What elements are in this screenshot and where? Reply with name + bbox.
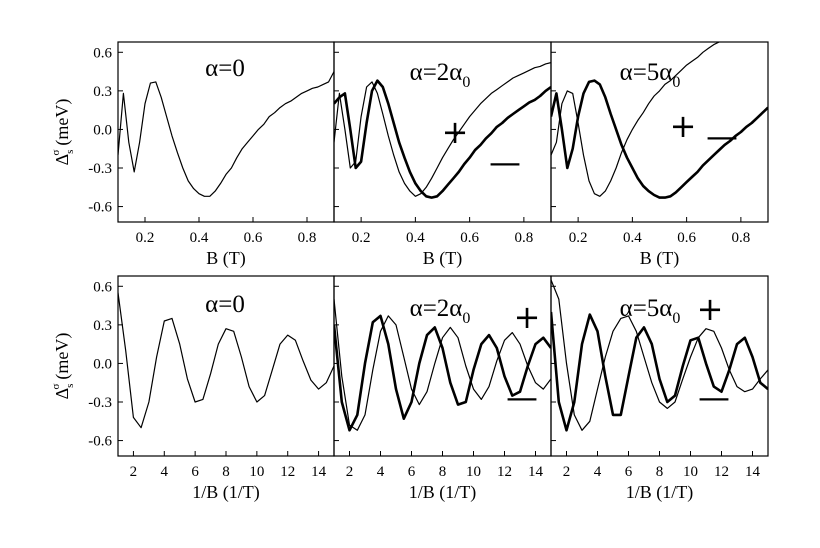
x-tick-label: 8: [439, 464, 447, 480]
panel-label: α=2α0: [410, 59, 471, 91]
x-tick-label: 12: [714, 464, 729, 480]
text-part: σ: [50, 384, 62, 390]
text-part: α=5α: [620, 59, 673, 86]
text-part: 0: [672, 310, 680, 327]
y-axis-label: Δsσ (meV): [50, 333, 76, 400]
text-part: α=2α: [410, 295, 463, 322]
x-tick-label: 4: [377, 464, 385, 480]
text-part: σ: [50, 150, 62, 156]
x-tick-label: 0.6: [677, 230, 696, 246]
x-axis-label: 1/B (1/T): [409, 482, 477, 503]
x-tick-label: 2: [130, 464, 138, 480]
x-tick-label: 10: [249, 464, 264, 480]
panel-label: α=5α0: [620, 59, 681, 91]
panel-label: α=0: [205, 291, 245, 318]
x-tick-label: 10: [683, 464, 698, 480]
y-tick-label: -0.6: [88, 200, 112, 216]
x-tick-label: 14: [745, 464, 761, 480]
text-part: Δ: [52, 154, 72, 166]
x-tick-label: 6: [408, 464, 416, 480]
x-tick-label: 0.2: [352, 230, 371, 246]
text-part: 0: [462, 74, 470, 91]
series-name: —: [706, 117, 738, 155]
x-tick-label: 4: [594, 464, 602, 480]
y-tick-label: 0.3: [93, 318, 112, 334]
series-name: +: [514, 298, 541, 336]
x-tick-label: 8: [222, 464, 230, 480]
y-axis-label: Δsσ (meV): [50, 99, 76, 166]
x-tick-label: 12: [497, 464, 512, 480]
panel-label: α=5α0: [620, 295, 681, 327]
series-name: —: [698, 378, 730, 416]
text-part: 0: [672, 74, 680, 91]
series-line: [334, 299, 551, 431]
text-part: (meV): [52, 99, 73, 146]
text-part: (meV): [52, 333, 73, 380]
series-line: [334, 314, 551, 432]
y-tick-label: 0.6: [93, 279, 112, 295]
text-part: s: [64, 150, 76, 154]
y-tick-label: 0.6: [93, 45, 112, 61]
x-tick-label: 0.4: [190, 230, 209, 246]
x-tick-label: 14: [528, 464, 544, 480]
series-name: —: [489, 143, 521, 181]
series-line: [551, 311, 768, 432]
x-tick-label: 12: [280, 464, 295, 480]
panel-label: α=0: [205, 55, 245, 82]
text-part: α=5α: [620, 295, 673, 322]
x-tick-label: 6: [625, 464, 633, 480]
x-tick-label: 0.2: [569, 230, 588, 246]
x-tick-label: 8: [656, 464, 664, 480]
x-axis-label: B (T): [423, 248, 463, 269]
text-part: α=2α: [410, 59, 463, 86]
x-axis-label: B (T): [206, 248, 246, 269]
x-tick-label: 0.4: [623, 230, 642, 246]
series-line: [551, 279, 768, 431]
text-part: α=0: [205, 291, 245, 318]
x-tick-label: 10: [466, 464, 481, 480]
y-tick-label: 0.0: [93, 122, 112, 138]
x-tick-label: 6: [191, 464, 199, 480]
series-name: +: [442, 113, 469, 151]
series-line: [334, 79, 551, 199]
x-tick-label: 0.8: [515, 230, 534, 246]
series-name: +: [670, 107, 697, 145]
x-axis-label: 1/B (1/T): [626, 482, 694, 503]
x-axis-label: 1/B (1/T): [192, 482, 260, 503]
text-part: α=0: [205, 55, 245, 82]
x-tick-label: 4: [161, 464, 169, 480]
series-name: —: [506, 378, 538, 416]
x-tick-label: 2: [346, 464, 354, 480]
x-tick-label: 0.8: [298, 230, 317, 246]
panel-label: α=2α0: [410, 295, 471, 327]
series-line: [334, 62, 551, 197]
series-line: [118, 71, 334, 197]
text-part: 0: [462, 310, 470, 327]
y-tick-label: -0.6: [88, 434, 112, 450]
x-tick-label: 14: [311, 464, 327, 480]
x-axis-label: B (T): [640, 248, 680, 269]
x-tick-label: 2: [563, 464, 571, 480]
text-part: Δ: [52, 388, 72, 400]
text-part: s: [64, 384, 76, 388]
series-line: [551, 42, 721, 197]
series-line: [118, 292, 334, 429]
y-tick-label: 0.3: [93, 84, 112, 100]
y-tick-label: -0.3: [88, 395, 112, 411]
plot-frame: [550, 41, 769, 223]
series-line: [551, 79, 768, 199]
x-tick-label: 0.6: [460, 230, 479, 246]
series-name: +: [697, 290, 724, 328]
x-tick-label: 0.8: [732, 230, 751, 246]
y-tick-label: 0.0: [93, 356, 112, 372]
x-tick-label: 0.4: [406, 230, 425, 246]
x-tick-label: 0.6: [244, 230, 263, 246]
x-tick-label: 0.2: [136, 230, 155, 246]
y-tick-label: -0.3: [88, 161, 112, 177]
